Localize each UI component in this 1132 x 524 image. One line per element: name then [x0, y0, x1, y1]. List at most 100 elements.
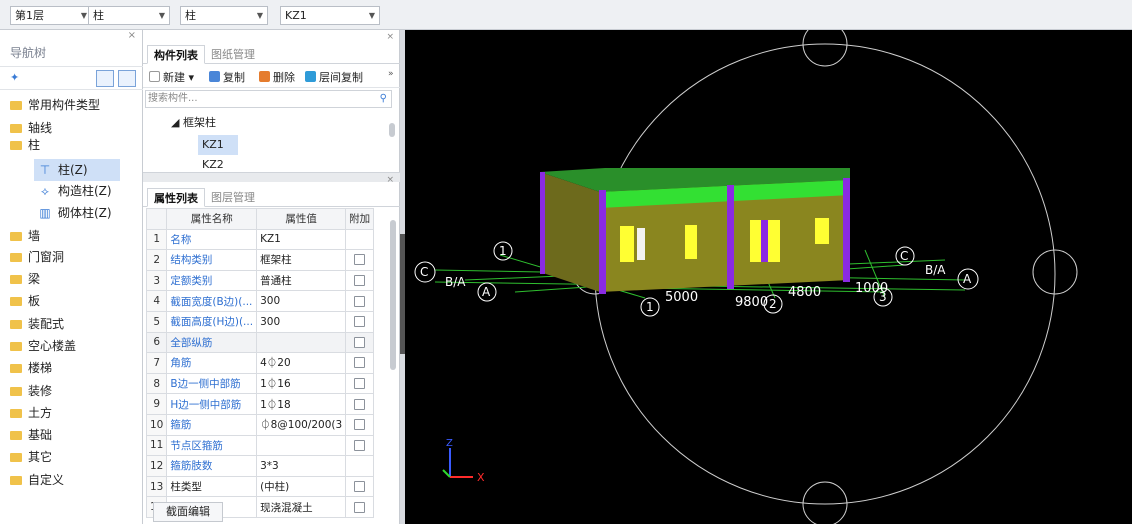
add-icon[interactable]: ✦: [10, 71, 20, 84]
nav-item-label: 墙: [28, 229, 41, 243]
table-row[interactable]: 9 H边一侧中部筋 1⏀18: [145, 393, 375, 415]
table-row[interactable]: 6 全部纵筋: [145, 331, 375, 354]
prop-value[interactable]: KZ1: [256, 228, 347, 251]
close-icon[interactable]: ×: [127, 30, 136, 41]
table-row[interactable]: 12 箍筋肢数 3*3: [145, 455, 375, 477]
prop-value[interactable]: 现浇混凝土: [256, 496, 347, 518]
search-input[interactable]: 搜索构件... ⚲: [145, 90, 392, 108]
table-row[interactable]: 5 截面高度(H边)(... 300: [145, 310, 375, 333]
prop-value[interactable]: 3*3: [256, 455, 347, 477]
component-select[interactable]: KZ1 ▼: [280, 6, 380, 25]
nav-item[interactable]: 轴线: [10, 117, 52, 139]
component-item-kz2[interactable]: KZ2: [202, 158, 224, 171]
nav-item[interactable]: 其它: [10, 446, 52, 468]
floor-select[interactable]: 第1层 ▼: [10, 6, 92, 25]
extra-checkbox[interactable]: [354, 419, 366, 431]
extra-checkbox[interactable]: [354, 357, 366, 369]
nav-item[interactable]: 基础: [10, 424, 52, 446]
nav-item[interactable]: 柱: [10, 134, 40, 156]
tab-layer-management[interactable]: 图层管理: [211, 191, 255, 204]
nav-item[interactable]: 常用构件类型: [10, 94, 100, 116]
orbit-handle-top[interactable]: [802, 30, 848, 67]
extra-checkbox[interactable]: [354, 254, 366, 266]
extra-checkbox[interactable]: [354, 316, 366, 328]
new-button[interactable]: 新建 ▾: [149, 69, 194, 85]
nav-item[interactable]: 板: [10, 290, 40, 312]
component-item-kz1[interactable]: KZ1: [198, 135, 238, 155]
column: [727, 185, 734, 289]
building-model[interactable]: [540, 168, 850, 294]
table-row[interactable]: 1 名称 KZ1: [145, 228, 375, 251]
extra-checkbox[interactable]: [354, 378, 366, 390]
section-edit-button[interactable]: 截面编辑: [153, 502, 223, 522]
nav-item[interactable]: 门窗洞: [10, 246, 64, 268]
column: [599, 190, 606, 294]
nav-item[interactable]: 墙: [10, 225, 40, 247]
prop-value[interactable]: 框架柱: [256, 249, 347, 271]
3d-viewport[interactable]: 1 C B/A A C B/A A 5000 9800 4800 1000 1 …: [405, 30, 1132, 524]
floor-copy-button[interactable]: 层间复制: [305, 69, 363, 85]
table-row[interactable]: 10 箍筋 ⏀8@100/200(3: [145, 413, 375, 436]
orbit-handle-right[interactable]: [1032, 249, 1078, 295]
extra-checkbox[interactable]: [354, 439, 366, 451]
prop-value[interactable]: 4⏀20: [256, 352, 347, 374]
prop-value[interactable]: ⏀8@100/200(3: [256, 413, 347, 436]
tab-drawing-management[interactable]: 图纸管理: [211, 48, 255, 61]
nav-item[interactable]: 梁: [10, 268, 40, 290]
delete-button[interactable]: 删除: [259, 69, 295, 85]
splitter-grip[interactable]: [400, 234, 405, 354]
table-row[interactable]: 13 柱类型 (中柱): [145, 475, 375, 498]
nav-item-label: 构造柱(Z): [58, 184, 112, 198]
close-icon[interactable]: ×: [386, 175, 394, 185]
nav-item[interactable]: 装配式: [10, 313, 64, 335]
prop-value[interactable]: [256, 331, 347, 354]
prop-extra: [345, 228, 375, 251]
grid-view-icon[interactable]: [118, 70, 136, 87]
extra-checkbox[interactable]: [354, 398, 366, 410]
extra-checkbox[interactable]: [354, 275, 366, 287]
list-view-icon[interactable]: [96, 70, 114, 87]
panel-splitter[interactable]: [400, 30, 405, 524]
prop-value[interactable]: (中柱): [256, 475, 347, 498]
building-door-frame: [761, 220, 768, 262]
copy-button[interactable]: 复制: [209, 69, 245, 85]
category-select[interactable]: 柱 ▼: [88, 6, 170, 25]
axis-label: B/A: [445, 275, 466, 289]
table-row[interactable]: 7 角筋 4⏀20: [145, 352, 375, 374]
prop-value[interactable]: [256, 434, 347, 457]
component-list-scrollbar[interactable]: [389, 123, 395, 137]
nav-item-column[interactable]: ⊤ 柱(Z): [34, 159, 120, 181]
nav-item[interactable]: 空心楼盖: [10, 335, 76, 357]
extra-checkbox[interactable]: [354, 481, 366, 493]
nav-item[interactable]: 装修: [10, 380, 52, 402]
prop-value[interactable]: 300: [256, 310, 347, 333]
extra-checkbox[interactable]: [354, 336, 366, 348]
table-row[interactable]: 8 B边一侧中部筋 1⏀16: [145, 372, 375, 395]
table-row[interactable]: 3 定额类别 普通柱: [145, 269, 375, 292]
nav-item[interactable]: 土方: [10, 402, 52, 424]
type-select[interactable]: 柱 ▼: [180, 6, 268, 25]
more-icon[interactable]: »: [388, 69, 394, 79]
extra-checkbox[interactable]: [354, 501, 366, 513]
search-icon[interactable]: ⚲: [379, 93, 387, 104]
table-row[interactable]: 11 节点区箍筋: [145, 434, 375, 457]
prop-value[interactable]: 300: [256, 290, 347, 312]
prop-value[interactable]: 1⏀18: [256, 393, 347, 415]
close-icon[interactable]: ×: [386, 32, 394, 42]
tab-property-list[interactable]: 属性列表: [147, 188, 205, 207]
property-scrollbar[interactable]: [390, 220, 396, 370]
viewport-drawing: 1 C B/A A C B/A A 5000 9800 4800 1000 1 …: [414, 30, 1078, 524]
nav-item-masonry-column[interactable]: ▥ 砌体柱(Z): [38, 202, 111, 224]
extra-checkbox[interactable]: [354, 295, 366, 307]
nav-item[interactable]: 楼梯: [10, 357, 52, 379]
prop-value[interactable]: 普通柱: [256, 269, 347, 292]
nav-item-constructional-column[interactable]: ⟡ 构造柱(Z): [38, 180, 112, 202]
tab-component-list[interactable]: 构件列表: [147, 45, 205, 64]
prop-value[interactable]: 1⏀16: [256, 372, 347, 395]
table-row[interactable]: 2 结构类别 框架柱: [145, 249, 375, 271]
table-row[interactable]: 4 截面宽度(B边)(... 300: [145, 290, 375, 312]
nav-item[interactable]: 自定义: [10, 469, 64, 491]
orbit-handle-bottom[interactable]: [802, 481, 848, 524]
nav-item-label: 空心楼盖: [28, 339, 77, 353]
component-group[interactable]: ◢ 框架柱: [171, 116, 216, 129]
